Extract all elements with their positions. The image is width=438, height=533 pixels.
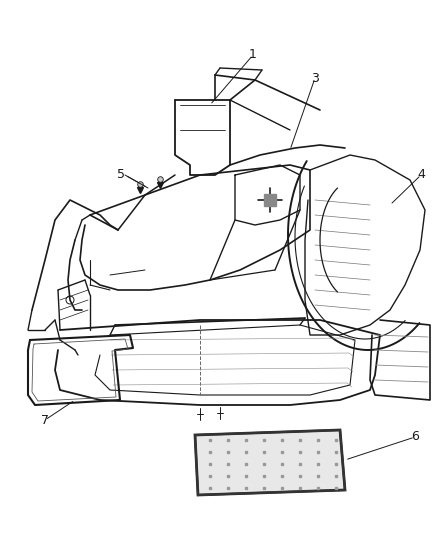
Text: 3: 3	[311, 71, 318, 85]
Text: 1: 1	[248, 49, 256, 61]
Text: 7: 7	[41, 414, 49, 426]
Text: 5: 5	[117, 168, 125, 182]
Text: 4: 4	[416, 168, 424, 182]
Polygon shape	[194, 430, 344, 495]
Text: 6: 6	[410, 431, 418, 443]
